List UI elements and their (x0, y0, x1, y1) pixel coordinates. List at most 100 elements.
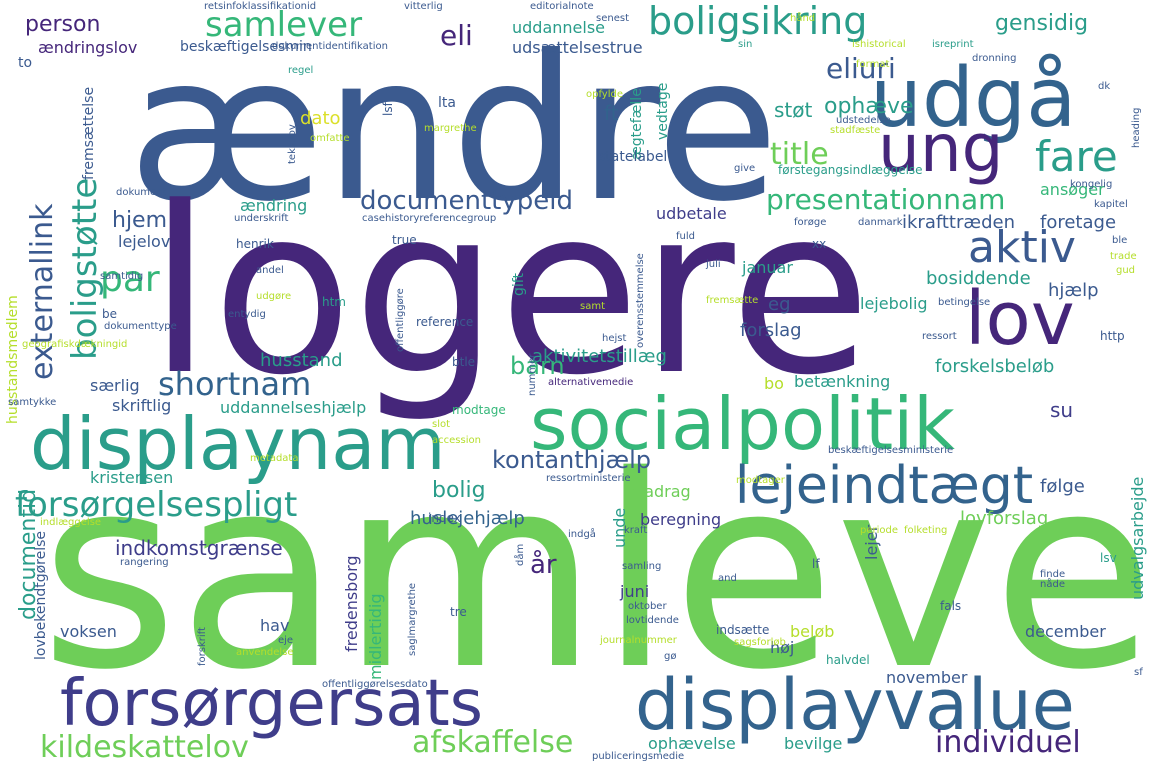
word: førstegangsindlæggelse (778, 163, 923, 177)
word: lov (965, 276, 1075, 362)
word: displayvalue (635, 664, 1075, 746)
word: fuld (676, 231, 695, 242)
word: displaynam (30, 402, 446, 486)
word: kristensen (90, 468, 174, 487)
word: ressort (922, 331, 957, 342)
word: shortnam (158, 365, 312, 403)
word: true (392, 233, 417, 247)
word: modtage (452, 403, 506, 417)
word: forskelsbeløb (935, 356, 1055, 377)
word: betingelse (938, 297, 991, 308)
word: ung (878, 110, 1004, 187)
word: samtykke (8, 397, 57, 408)
word: ansøger (1040, 180, 1105, 199)
word: fremsættelse (81, 86, 97, 180)
word: kongelig (1070, 179, 1113, 190)
word: bosiddende (926, 268, 1031, 289)
word: høj (770, 638, 795, 657)
word: andel (256, 265, 284, 276)
word: dokumenttype (104, 321, 177, 332)
word: fare (1035, 132, 1118, 181)
word: udstedelse (836, 115, 891, 126)
word: lta (438, 95, 456, 111)
word: nåde (1040, 579, 1065, 590)
word: gø (664, 651, 677, 662)
word: lsf (381, 102, 395, 116)
word: beregning (640, 510, 722, 529)
word: be (102, 307, 117, 321)
word: gud (1116, 265, 1136, 276)
word: lf (812, 557, 820, 571)
word: ft (604, 101, 619, 125)
word: dato (300, 108, 341, 129)
word: dokumentidentifikation (272, 41, 388, 52)
word: lovforslag (960, 508, 1049, 529)
word: socialpolitik (530, 382, 955, 466)
word: beløb (790, 622, 835, 641)
word: eg (768, 294, 791, 315)
word: barn (510, 352, 565, 380)
word: forsørgersats (60, 667, 483, 741)
word: offentliggøre (395, 288, 406, 352)
word: husstand (260, 350, 343, 371)
word: lejeindtægt (735, 456, 1034, 516)
word: særlig (90, 376, 140, 395)
word: indgå (568, 529, 596, 540)
word: ændring (240, 196, 308, 215)
word: fredensborg (342, 555, 361, 652)
word: externallink (25, 203, 60, 381)
word: su (1050, 398, 1074, 422)
word: http (1100, 329, 1125, 343)
word: opfylde (586, 89, 624, 100)
word: senest (596, 13, 629, 24)
word: kildeskattelov (40, 730, 249, 765)
word: kontanthjælp (492, 446, 652, 474)
word: ressortministerie (546, 473, 631, 484)
word: eliuri (826, 52, 896, 85)
word: give (734, 163, 756, 174)
word: isreprint (932, 39, 974, 50)
word: kraft (624, 525, 648, 536)
word: forøge (794, 217, 827, 228)
word: nummer (527, 353, 538, 396)
word: udsættelsestrue (512, 38, 643, 57)
word: modtager (736, 475, 785, 486)
word: trade (1110, 251, 1137, 262)
word: skriftlig (112, 396, 172, 415)
word: oktober (628, 601, 667, 612)
word: beskæftigelsesmin (180, 39, 312, 55)
word: regel (288, 65, 314, 76)
word: offentliggørelsesdato (322, 679, 428, 690)
word: beskæftigelsesministerie (828, 445, 954, 456)
word: uddannelseshjælp (220, 398, 367, 417)
word: følge (1040, 476, 1085, 497)
word: xx (812, 237, 827, 251)
word: udbetale (656, 204, 727, 223)
word: hjem (112, 208, 168, 233)
word: anvendelse (236, 647, 294, 658)
word: sin (738, 39, 753, 50)
word: format (856, 59, 890, 70)
word: entydig (228, 309, 266, 320)
word: samtidig (100, 271, 144, 282)
word: gift (511, 273, 527, 296)
word: bolig (432, 478, 486, 503)
word: htm (322, 295, 346, 309)
word: sagsforløb (734, 637, 786, 648)
word: hejst (602, 333, 627, 344)
word: bevilge (784, 734, 843, 753)
word: ophæve (824, 94, 914, 119)
word: fradrag (632, 482, 691, 501)
word: boligstøtte (65, 177, 105, 360)
word: indsætte (716, 623, 770, 637)
word: presentationnam (766, 183, 1006, 216)
word: overensstemmelse (635, 253, 646, 348)
word: individuel (935, 725, 1081, 760)
word: statelabel (598, 149, 668, 165)
word: dåm (515, 543, 526, 566)
word: støt (774, 98, 813, 122)
word: geografiskdækningid (22, 339, 128, 350)
word: alternativemedie (548, 377, 634, 388)
word: finde (1040, 569, 1066, 580)
word: ophævelse (648, 734, 736, 753)
